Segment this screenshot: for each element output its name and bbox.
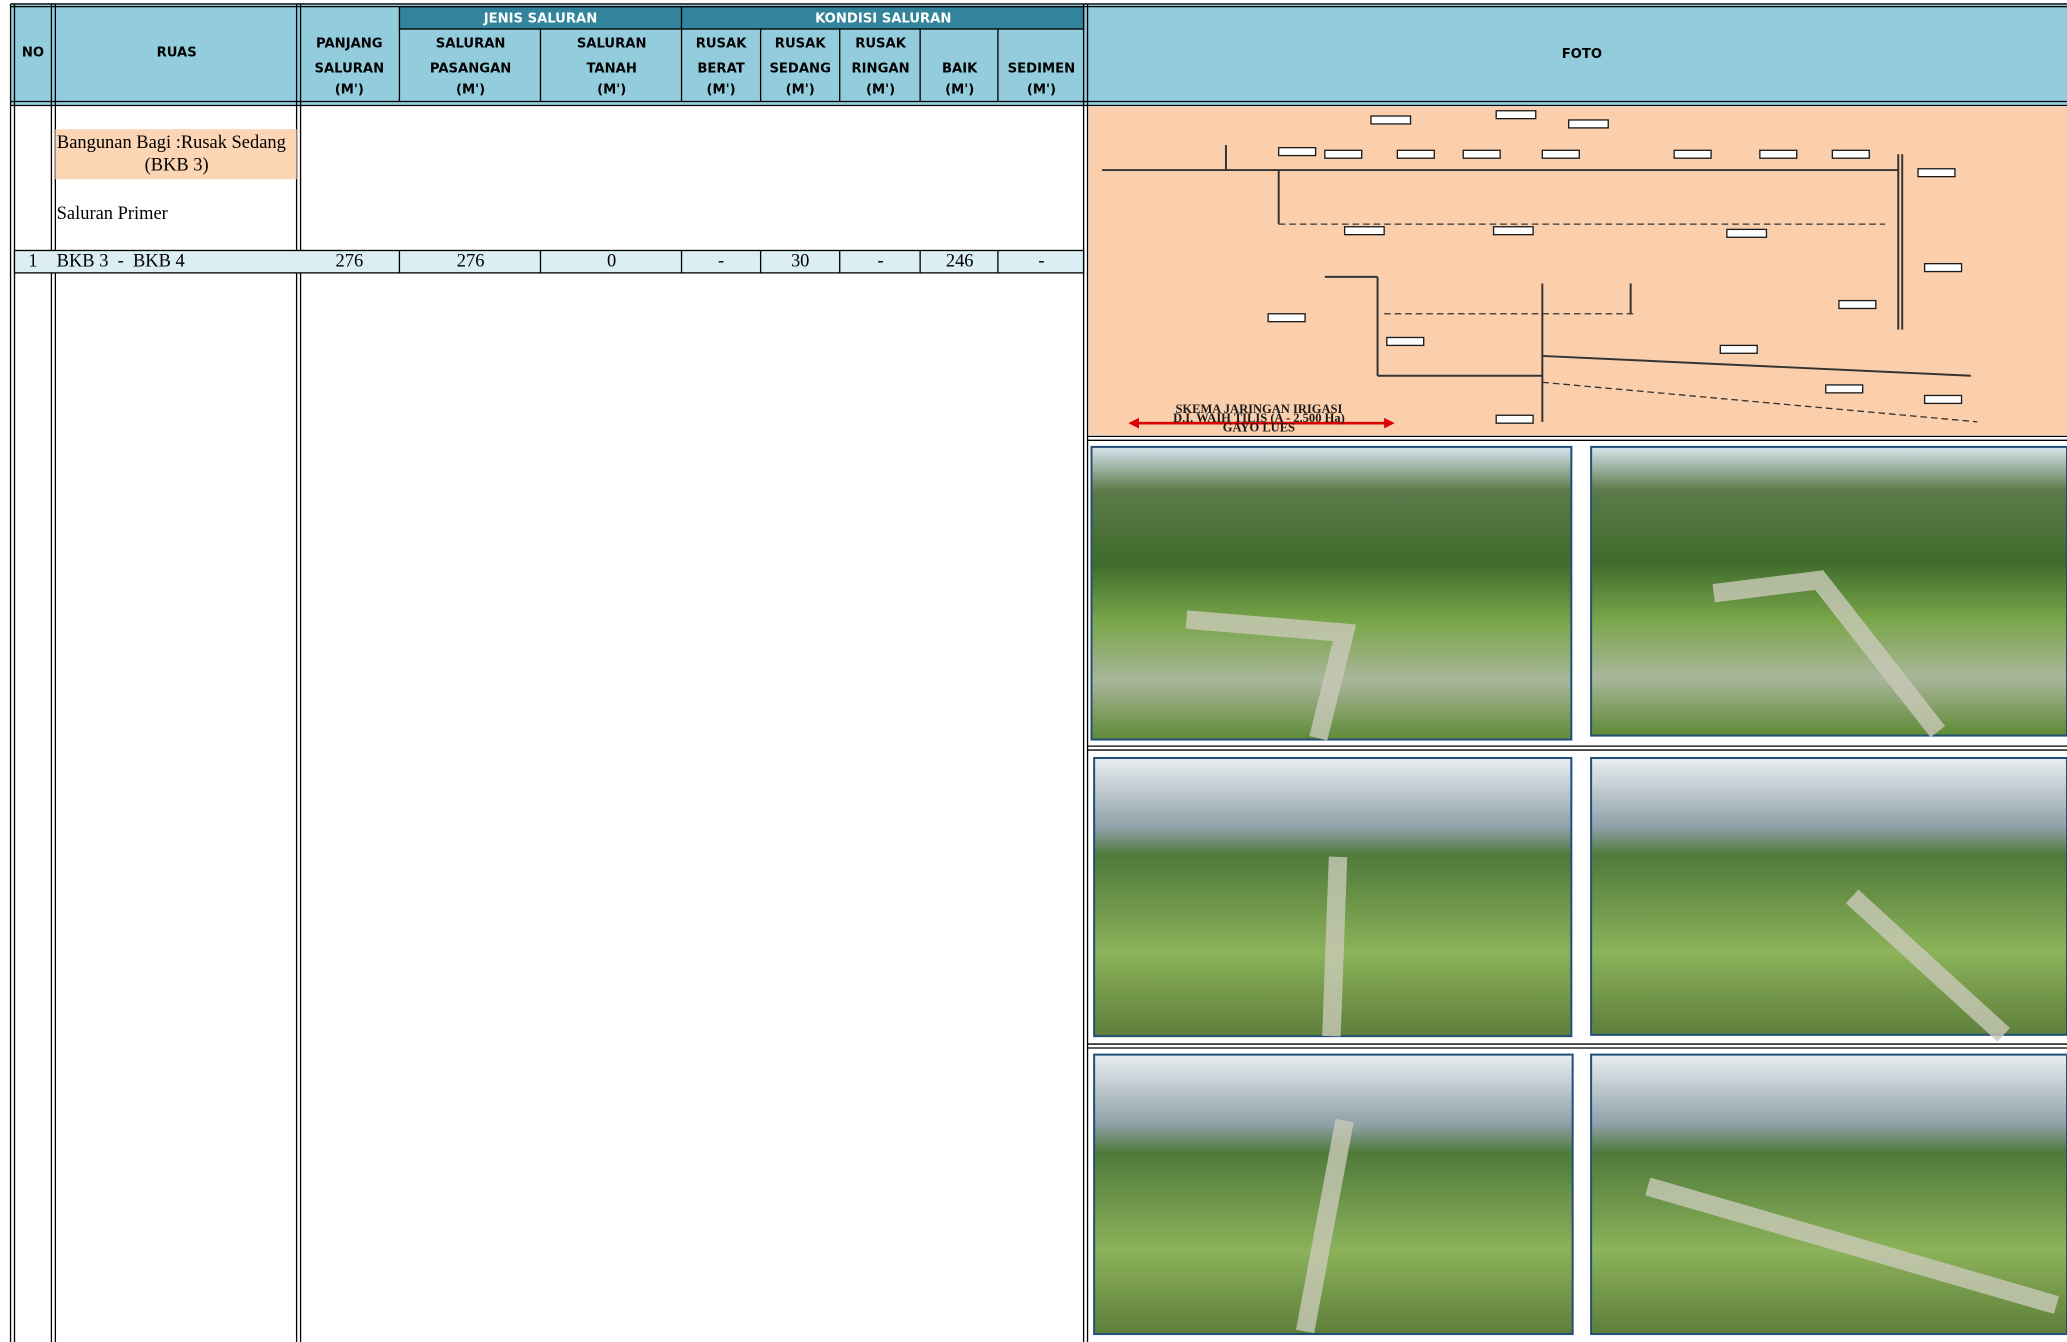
- header-grid: [9, 3, 2067, 1342]
- table-cell: -: [718, 251, 724, 271]
- group-header: KONDISI SALURAN: [815, 11, 951, 26]
- header-label: PASANGAN: [430, 62, 511, 77]
- schema-caption: GAYO LUES: [1223, 420, 1295, 434]
- table-cell: 246: [946, 251, 974, 271]
- table-cell: 276: [336, 251, 364, 271]
- header-label: (M'): [866, 83, 895, 98]
- section-bg: [55, 129, 297, 180]
- section-subtitle: Saluran Primer: [57, 203, 168, 223]
- group-header: JENIS SALURAN: [483, 11, 598, 26]
- header-label: BERAT: [697, 62, 744, 77]
- header-label: BAIK: [942, 62, 978, 77]
- header-label: SEDIMEN: [1008, 62, 1075, 77]
- table-cell: 30: [791, 251, 809, 271]
- section-title: Bangunan Bagi :Rusak Sedang: [57, 132, 286, 152]
- schema-boxes: [1267, 110, 1963, 424]
- row-grid: [398, 250, 999, 273]
- header-label: RINGAN: [852, 62, 910, 77]
- header-label: SEDANG: [769, 62, 830, 77]
- photos: [1090, 445, 2067, 1336]
- row-bg: [13, 249, 1085, 274]
- header-label: SALURAN: [314, 62, 384, 77]
- schema-arrows: [1128, 417, 1395, 429]
- header-label: RUSAK: [855, 37, 907, 52]
- photo: [1590, 757, 2067, 1036]
- schema-caption: D.I. WAIH TILIS (A - 2.500 Ha): [1173, 411, 1345, 425]
- header-label: (M'): [335, 83, 364, 98]
- header-label: (M'): [786, 83, 815, 98]
- header-label: SALURAN: [577, 37, 647, 52]
- header-label: RUSAK: [775, 37, 827, 52]
- table-cell: -: [1038, 251, 1044, 271]
- schema-diagram: [1088, 106, 2067, 436]
- table-cell: BKB 3 - BKB 4: [57, 251, 185, 271]
- header-label: PANJANG: [316, 37, 383, 52]
- table-cell: 0: [607, 251, 616, 271]
- header-label: RUSAK: [696, 37, 748, 52]
- header-label: RUAS: [157, 46, 197, 61]
- header-label: SALURAN: [436, 37, 506, 52]
- table-cell: 1: [28, 251, 37, 271]
- schema-lines: [1102, 145, 1978, 423]
- photo-separators: [1087, 435, 2067, 1049]
- header-label: (M'): [706, 83, 735, 98]
- header-label: (M'): [945, 83, 974, 98]
- header-label: NO: [22, 46, 44, 61]
- header-label: FOTO: [1562, 47, 1602, 62]
- header-label: (M'): [1027, 83, 1056, 98]
- photo-channels: [1185, 570, 2060, 1334]
- table-cell: 276: [457, 251, 485, 271]
- header-label: (M'): [597, 83, 626, 98]
- header-label: (M'): [456, 83, 485, 98]
- schema-caption: SKEMA JARINGAN IRIGASI: [1175, 402, 1342, 416]
- header-label: TANAH: [586, 62, 636, 77]
- table-cell: -: [878, 251, 884, 271]
- section-title: (BKB 3): [145, 154, 209, 175]
